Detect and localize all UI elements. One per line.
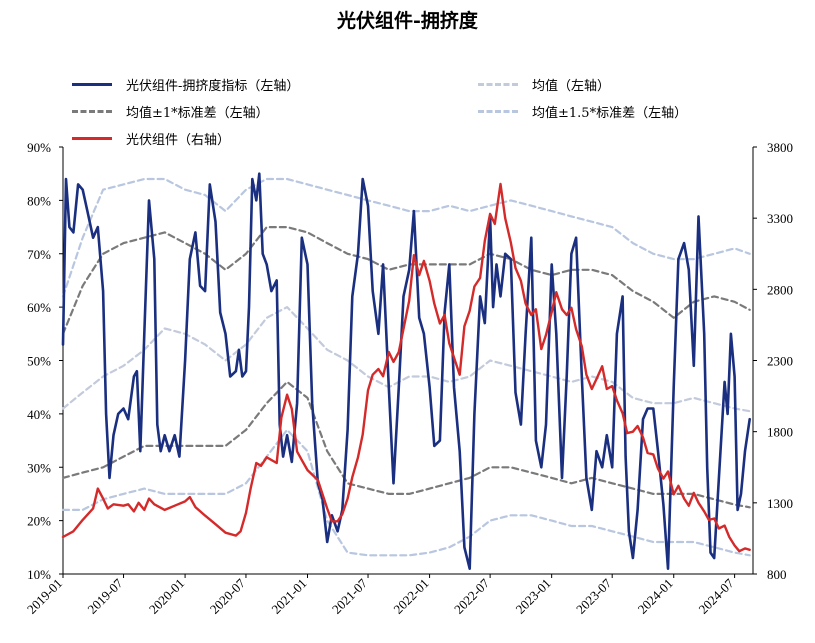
series-line-mean — [61, 306, 751, 413]
legend-swatch-crowding — [72, 82, 112, 86]
x-tick-label: 2019-07 — [84, 575, 126, 617]
x-tick-label: 2024-01 — [635, 576, 676, 617]
x-tick-label: 2024-07 — [695, 575, 737, 617]
legend-mean: 均值（左轴） — [478, 74, 610, 94]
x-tick-label: 2020-01 — [146, 576, 187, 617]
x-tick-label: 2020-07 — [207, 575, 249, 617]
legend-label-index: 光伏组件（右轴） — [126, 132, 231, 148]
legend-std1: 均值±1*标准差（左轴） — [72, 101, 269, 121]
right-tick-label: 2800 — [767, 282, 793, 297]
series-line-index — [61, 182, 751, 553]
legend-label-std1: 均值±1*标准差（左轴） — [126, 105, 269, 121]
legend-swatch-std15 — [478, 109, 518, 113]
legend-swatch-index — [72, 136, 112, 140]
left-tick-label: 90% — [27, 140, 51, 155]
left-tick-label: 60% — [27, 300, 51, 315]
left-tick-label: 20% — [27, 514, 51, 529]
x-tick-label: 2022-07 — [451, 575, 493, 617]
x-tick-label: 2023-01 — [513, 576, 554, 617]
right-tick-label: 2300 — [767, 354, 793, 369]
chart-title: 光伏组件-拥挤度 — [337, 10, 478, 32]
left-tick-label: 40% — [27, 407, 51, 422]
legend-swatch-mean — [478, 82, 518, 86]
left-tick-label: 30% — [27, 460, 51, 475]
series-line-std15-lower — [61, 428, 751, 557]
right-tick-label: 3800 — [767, 140, 793, 155]
x-tick-label: 2021-01 — [268, 576, 309, 617]
left-tick-label: 50% — [27, 354, 51, 369]
x-tick-label: 2022-01 — [390, 576, 431, 617]
series-line-std15 — [61, 177, 751, 298]
legend-index: 光伏组件（右轴） — [72, 128, 230, 148]
legend-label-crowding: 光伏组件-拥挤度指标（左轴） — [126, 78, 300, 94]
series-line-crowding — [61, 172, 751, 570]
left-tick-label: 10% — [27, 567, 51, 582]
legend-label-mean: 均值（左轴） — [532, 78, 611, 94]
right-tick-label: 1300 — [767, 496, 793, 511]
x-tick-label: 2021-07 — [329, 575, 371, 617]
right-tick-label: 3300 — [767, 211, 793, 226]
x-tick-label: 2023-07 — [573, 575, 615, 617]
left-tick-label: 80% — [27, 193, 51, 208]
legend-crowding: 光伏组件-拥挤度指标（左轴） — [72, 74, 299, 94]
left-tick-label: 70% — [27, 247, 51, 262]
right-tick-label: 800 — [767, 567, 787, 582]
legend-std15: 均值±1.5*标准差（左轴） — [478, 101, 687, 121]
right-tick-label: 1800 — [767, 425, 793, 440]
legend-swatch-std1 — [72, 109, 112, 113]
legend-label-std15: 均值±1.5*标准差（左轴） — [532, 105, 688, 121]
